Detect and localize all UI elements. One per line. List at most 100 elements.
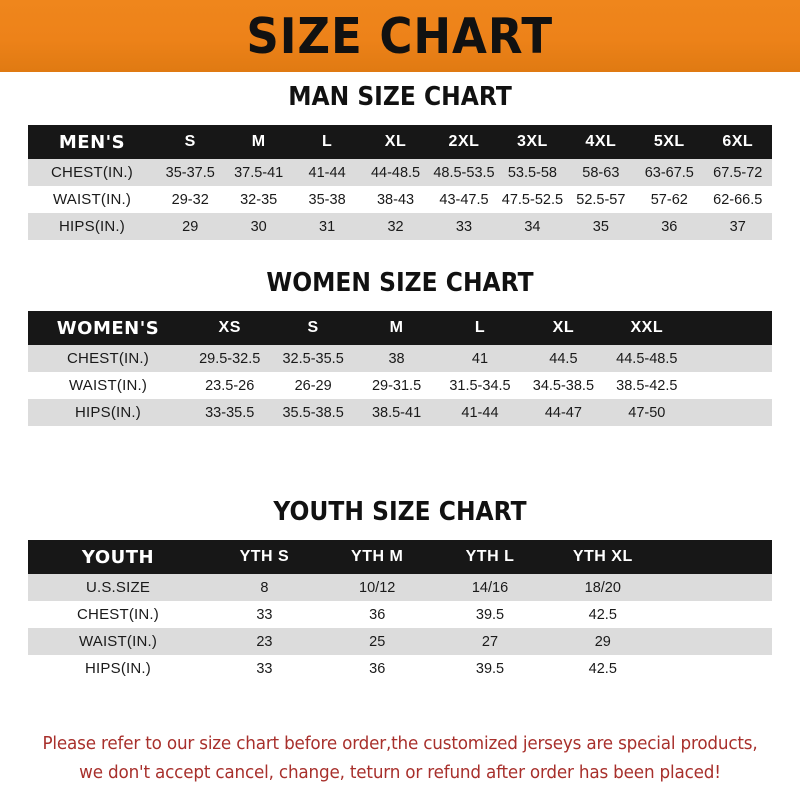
man-section-title: MAN SIZE CHART xyxy=(288,82,512,112)
column-header-yth-s: YTH S xyxy=(239,548,290,565)
column-header-xxl: XXL xyxy=(630,319,664,336)
table-row: U.S.SIZE 8 10/12 14/16 18/20 xyxy=(28,574,772,601)
column-header-4xl: 4XL xyxy=(585,133,617,150)
table-row: WAIST(IN.) 29-32 32-35 35-38 38-43 43-47.5 47.… xyxy=(28,186,772,213)
page-title: SIZE CHART xyxy=(246,7,554,65)
women-section-title: WOMEN SIZE CHART xyxy=(266,268,534,298)
column-header-s: S xyxy=(307,319,319,336)
measurement-value: 63-67.5 xyxy=(644,164,694,181)
measurement-value: 36 xyxy=(369,606,386,623)
measurement-value: 57-62 xyxy=(650,191,688,208)
measurement-value: 29 xyxy=(594,633,611,650)
measurement-value: 32.5-35.5 xyxy=(282,350,344,367)
measurement-value-empty xyxy=(689,399,772,426)
measurement-value: 53.5-58 xyxy=(507,164,557,181)
measurement-value: 41-44 xyxy=(308,164,346,181)
measurement-value: 34.5-38.5 xyxy=(532,377,595,394)
measurement-value: 33 xyxy=(256,606,273,623)
measurement-value: 58-63 xyxy=(582,164,620,181)
youth-section-title: YOUTH SIZE CHART xyxy=(273,497,527,527)
table-header-row: YOUTH YTH S YTH M YTH L YTH XL xyxy=(28,540,772,574)
measurement-value: 38-43 xyxy=(376,191,415,208)
table-row: HIPS(IN.) 33 36 39.5 42.5 xyxy=(28,655,772,682)
column-header-m: M xyxy=(251,133,266,150)
measurement-value: 62-66.5 xyxy=(713,191,763,208)
measurement-value: 44.5 xyxy=(549,350,578,367)
column-header-6xl: 6XL xyxy=(722,133,754,150)
measurement-value: 29.5-32.5 xyxy=(199,350,261,367)
row-label: WAIST(IN.) xyxy=(78,633,158,650)
measurement-value: 8 xyxy=(260,579,269,596)
order-policy-note: Please refer to our size chart before or… xyxy=(16,730,784,788)
women-table-body: CHEST(IN.) 29.5-32.5 32.5-35.5 38 41 44.5 44.5… xyxy=(28,345,772,426)
measurement-value: 35-37.5 xyxy=(165,164,215,181)
measurement-value: 37 xyxy=(729,218,746,235)
order-policy-note-line-2: we don't accept cancel, change, teturn o… xyxy=(79,763,721,783)
measurement-value-empty xyxy=(659,655,772,682)
youth-size-table: YOUTH YTH S YTH M YTH L YTH XL U.S.SIZE 8 10/1… xyxy=(28,540,772,682)
measurement-value: 34 xyxy=(524,218,541,235)
measurement-value: 23.5-26 xyxy=(205,377,255,394)
column-header-xs: XS xyxy=(218,319,241,336)
man-size-table: MEN'S S M L XL 2XL 3XL 4XL 5XL 6XL CHEST(IN.) 35-3… xyxy=(28,125,772,240)
row-label: CHEST(IN.) xyxy=(77,606,159,623)
column-header-empty xyxy=(659,540,772,574)
measurement-value: 44.5-48.5 xyxy=(616,350,678,367)
measurement-value: 52.5-57 xyxy=(576,191,626,208)
measurement-value: 29-32 xyxy=(171,191,209,208)
row-label: CHEST(IN.) xyxy=(67,350,149,367)
measurement-value: 38 xyxy=(388,350,405,367)
measurement-value: 47-50 xyxy=(628,404,666,421)
man-table-body: CHEST(IN.) 35-37.5 37.5-41 41-44 44-48.5 48.5… xyxy=(28,159,772,240)
measurement-value: 31.5-34.5 xyxy=(449,377,511,394)
column-header-l: L xyxy=(474,319,486,336)
row-label: WAIST(IN.) xyxy=(52,191,132,208)
measurement-value: 41-44 xyxy=(461,404,499,421)
measurement-value: 35-38 xyxy=(308,191,346,208)
measurement-value: 33-35.5 xyxy=(205,404,255,421)
measurement-value: 35.5-38.5 xyxy=(282,404,344,421)
banner: SIZE CHART xyxy=(0,0,800,72)
man-row-header-label: MEN'S xyxy=(58,131,126,153)
measurement-value: 36 xyxy=(369,660,386,677)
order-policy-note-line-1: Please refer to our size chart before or… xyxy=(42,734,758,754)
youth-table-body: U.S.SIZE 8 10/12 14/16 18/20 CHEST(IN.) 33 36 39… xyxy=(28,574,772,682)
measurement-value: 35 xyxy=(592,218,609,235)
measurement-value: 29 xyxy=(182,218,199,235)
row-label: HIPS(IN.) xyxy=(85,660,151,677)
measurement-value: 47.5-52.5 xyxy=(501,191,564,208)
measurement-value-empty xyxy=(659,628,772,655)
women-table-header: WOMEN'S XS S M L XL XXL xyxy=(28,311,772,345)
measurement-value: 48.5-53.5 xyxy=(433,164,495,181)
man-size-chart-section: MAN SIZE CHART MEN'S S M L XL 2XL 3XL 4XL 5XL 6XL… xyxy=(0,82,800,240)
measurement-value: 33 xyxy=(256,660,273,677)
measurement-value: 43-47.5 xyxy=(439,191,489,208)
column-header-l: L xyxy=(321,133,333,150)
measurement-value-empty xyxy=(659,574,772,601)
measurement-value: 41 xyxy=(471,350,489,367)
column-header-2xl: 2XL xyxy=(448,133,480,150)
measurement-value-empty xyxy=(659,601,772,628)
women-size-table: WOMEN'S XS S M L XL XXL CHEST(IN.) 29.5-32.5 32.… xyxy=(28,311,772,426)
measurement-value: 38.5-41 xyxy=(371,404,422,421)
table-row: CHEST(IN.) 35-37.5 37.5-41 41-44 44-48.5 48.5… xyxy=(28,159,772,186)
measurement-value: 33 xyxy=(455,218,473,235)
measurement-value: 27 xyxy=(481,633,499,650)
measurement-value: 36 xyxy=(661,218,678,235)
measurement-value: 39.5 xyxy=(475,606,505,623)
row-label: HIPS(IN.) xyxy=(75,404,141,421)
table-header-row: WOMEN'S XS S M L XL XXL xyxy=(28,311,772,345)
row-label: CHEST(IN.) xyxy=(51,164,133,181)
youth-size-chart-section: YOUTH SIZE CHART YOUTH YTH S YTH M YTH L YTH… xyxy=(0,497,800,682)
measurement-value: 30 xyxy=(250,218,267,235)
measurement-value: 32-35 xyxy=(240,191,278,208)
measurement-value: 44-48.5 xyxy=(370,164,421,181)
column-header-3xl: 3XL xyxy=(516,133,548,150)
measurement-value: 18/20 xyxy=(584,579,621,596)
measurement-value: 31 xyxy=(319,218,336,235)
table-row: CHEST(IN.) 29.5-32.5 32.5-35.5 38 41 44.5 44.5… xyxy=(28,345,772,372)
column-header-yth-l: YTH L xyxy=(465,548,515,565)
measurement-value: 32 xyxy=(387,218,404,235)
measurement-value: 23 xyxy=(256,633,273,650)
